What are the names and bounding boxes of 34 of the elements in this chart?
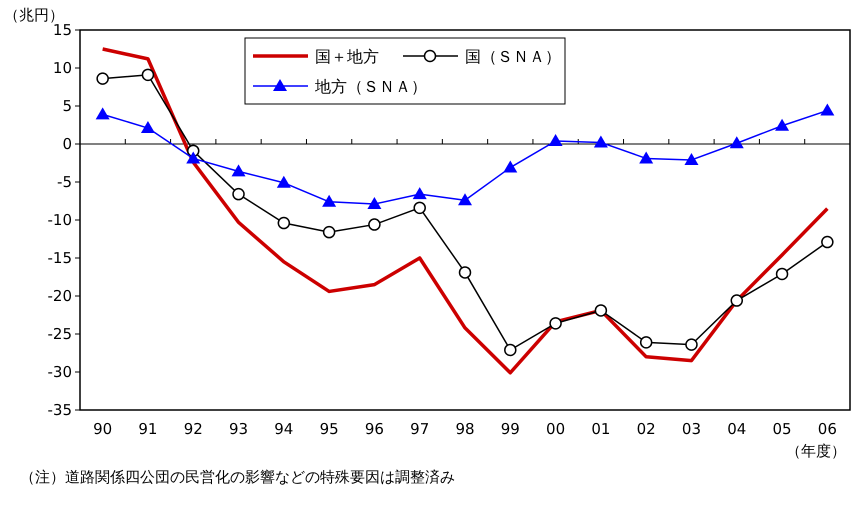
legend-label: 国（ＳＮＡ） — [465, 47, 561, 66]
y-tick-label: 0 — [62, 135, 72, 153]
x-tick-label: 90 — [93, 420, 112, 438]
y-tick-label: -35 — [48, 401, 72, 419]
y-axis-title: （兆円） — [4, 6, 64, 24]
x-tick-label: 99 — [500, 420, 520, 438]
x-tick-label: 92 — [184, 420, 203, 438]
x-tick-label: 04 — [727, 420, 746, 438]
x-axis-title: （年度） — [786, 442, 846, 460]
y-tick-label: -20 — [48, 287, 72, 305]
x-tick-label: 03 — [682, 420, 702, 438]
x-tick-label: 01 — [591, 420, 610, 438]
x-tick-label: 93 — [228, 420, 248, 438]
legend-label: 国＋地方 — [315, 47, 379, 66]
y-tick-label: -30 — [48, 363, 72, 381]
x-tick-label: 97 — [410, 420, 430, 438]
y-tick-label: 10 — [52, 59, 72, 77]
x-tick-label: 94 — [274, 420, 294, 438]
y-tick-label: -15 — [48, 249, 72, 267]
legend-label: 地方（ＳＮＡ） — [314, 77, 427, 96]
x-tick-label: 96 — [364, 420, 384, 438]
x-tick-label: 95 — [320, 420, 339, 438]
y-tick-label: 5 — [62, 97, 72, 115]
x-tick-label: 05 — [772, 420, 792, 438]
y-tick-label: -5 — [57, 173, 72, 191]
x-tick-label: 91 — [138, 420, 158, 438]
x-tick-label: 98 — [455, 420, 475, 438]
y-tick-label: 15 — [52, 21, 72, 39]
x-tick-label: 00 — [546, 420, 566, 438]
x-tick-label: 06 — [818, 420, 837, 438]
y-tick-label: -10 — [48, 211, 72, 229]
text: （注）道路関係四公団の民営化の影響などの特殊要因は調整済み — [20, 468, 455, 486]
x-tick-label: 02 — [636, 420, 656, 438]
y-tick-label: -25 — [48, 325, 72, 343]
